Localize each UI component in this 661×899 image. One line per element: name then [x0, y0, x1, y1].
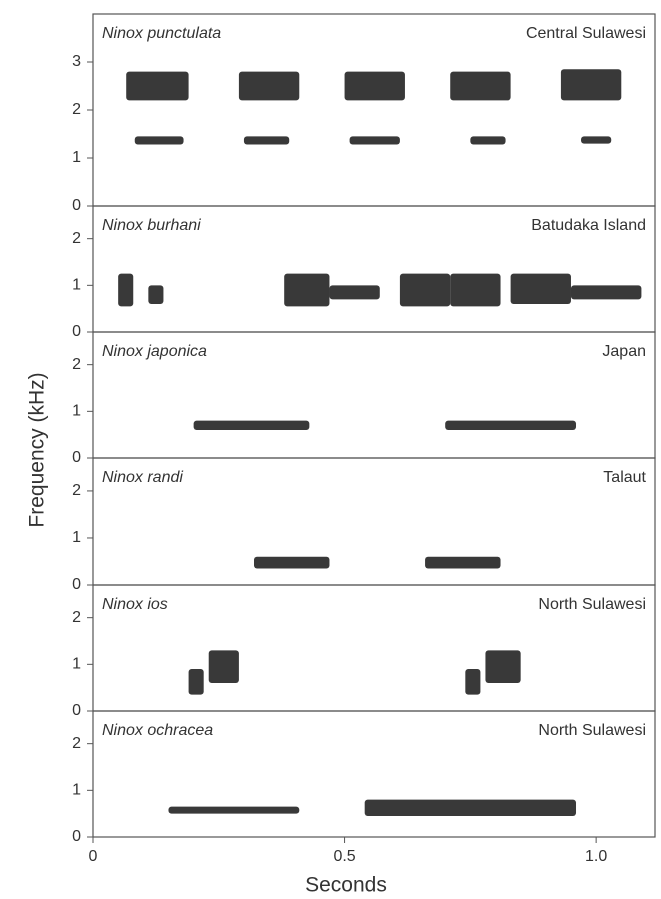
y-tick-label: 2 [72, 609, 81, 626]
species-name: Ninox japonica [102, 343, 207, 360]
y-tick-label: 2 [72, 735, 81, 752]
location: North Sulawesi [538, 722, 646, 739]
sound-note [485, 650, 521, 683]
sound-note [349, 136, 400, 145]
location: North Sulawesi [538, 596, 646, 613]
species-name: Ninox burhani [102, 217, 201, 234]
y-tick-label: 2 [72, 356, 81, 373]
sound-note [450, 273, 501, 307]
y-axis-label: Frequency (kHz) [26, 372, 49, 527]
y-tick-label: 1 [72, 529, 81, 546]
sound-note [445, 420, 577, 430]
sound-note [193, 420, 310, 430]
sound-note [118, 273, 134, 307]
panel-frame [92, 710, 656, 838]
sound-note [570, 285, 642, 300]
species-name: Ninox ios [102, 596, 168, 613]
sound-note [243, 136, 290, 145]
x-axis-label: Seconds [305, 874, 387, 897]
sound-note [450, 71, 511, 101]
panel-frame [92, 13, 656, 207]
sound-note [134, 136, 184, 145]
y-tick-label: 0 [72, 323, 81, 340]
sound-note [329, 285, 380, 300]
species-name: Ninox punctulata [102, 25, 221, 42]
sound-note [208, 650, 239, 683]
location: Batudaka Island [531, 217, 646, 234]
sound-note [560, 69, 622, 101]
y-tick-label: 3 [72, 53, 81, 70]
sound-note [510, 273, 571, 304]
y-tick-label: 1 [72, 403, 81, 420]
sound-note [581, 136, 612, 144]
sound-note [284, 273, 330, 307]
sound-note [238, 71, 300, 101]
sound-note [399, 273, 451, 307]
y-tick-label: 1 [72, 277, 81, 294]
sound-note [254, 556, 330, 569]
sound-note [188, 669, 204, 695]
x-tick-label: 1.0 [585, 848, 607, 865]
y-tick-label: 2 [72, 482, 81, 499]
sound-note [465, 669, 481, 695]
y-tick-label: 1 [72, 149, 81, 166]
y-tick-label: 0 [72, 449, 81, 466]
sound-note [470, 136, 506, 145]
y-tick-label: 2 [72, 101, 81, 118]
location: Japan [602, 343, 646, 360]
species-name: Ninox randi [102, 469, 183, 486]
x-tick-label: 0.5 [333, 848, 355, 865]
y-tick-label: 1 [72, 782, 81, 799]
location: Talaut [603, 469, 646, 486]
y-tick-label: 0 [72, 197, 81, 214]
sound-note [364, 799, 577, 816]
species-name: Ninox ochracea [102, 722, 213, 739]
sound-note [344, 71, 405, 101]
y-tick-label: 1 [72, 656, 81, 673]
sound-note [148, 285, 164, 304]
sound-note [425, 556, 501, 569]
sound-note [126, 71, 189, 101]
y-tick-label: 0 [72, 702, 81, 719]
sound-note [168, 806, 300, 814]
y-tick-label: 0 [72, 828, 81, 845]
location: Central Sulawesi [526, 25, 646, 42]
y-tick-label: 2 [72, 230, 81, 247]
x-tick-label: 0 [89, 848, 98, 865]
y-tick-label: 0 [72, 576, 81, 593]
